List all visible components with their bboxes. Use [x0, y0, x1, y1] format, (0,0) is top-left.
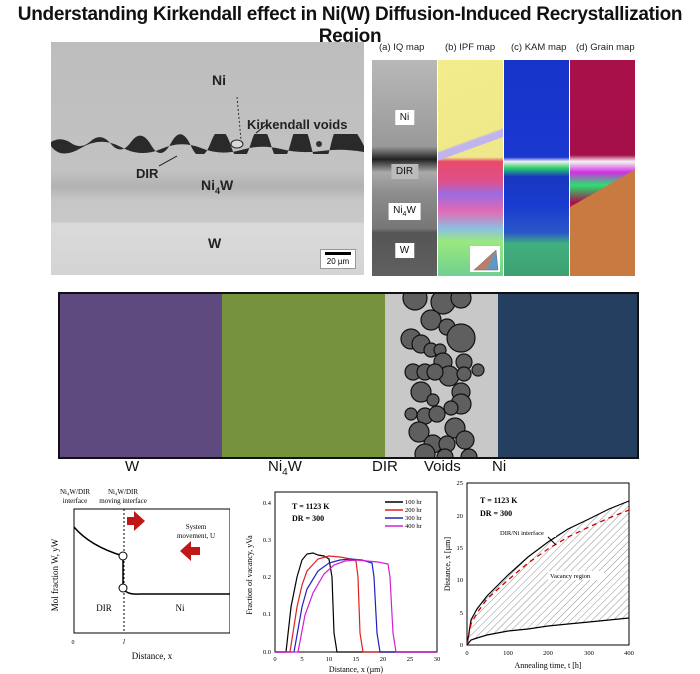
- svg-text:0.2: 0.2: [263, 574, 271, 581]
- iq-label-w: W: [394, 243, 415, 258]
- svg-text:System: System: [186, 523, 207, 531]
- kam-map-heading: (c) KAM map: [511, 42, 567, 53]
- svg-text:400 hr: 400 hr: [405, 523, 423, 530]
- y-axis-label: Distance, x [µm]: [443, 537, 452, 591]
- svg-text:25: 25: [407, 656, 414, 663]
- svg-text:0.4: 0.4: [263, 500, 272, 507]
- x-axis-label: Distance, x (µm): [329, 665, 383, 674]
- svg-text:10: 10: [457, 577, 464, 584]
- plot-frame: [73, 508, 230, 634]
- svg-text:Ni: Ni: [176, 603, 185, 613]
- sem-label-ni4w: Ni4W: [201, 177, 234, 196]
- sem-label-dir: DIR: [136, 166, 159, 181]
- void-band: [51, 134, 364, 154]
- label-system-movement: movement, U: [177, 532, 215, 540]
- sem-micrograph: Ni Kirkendall voids DIR Ni4W W 20 µm: [51, 42, 364, 275]
- svg-text:300 hr: 300 hr: [405, 515, 423, 522]
- label-fixed-interface: Ni₄W/DIR: [60, 488, 90, 496]
- svg-text:DIR: DIR: [96, 603, 112, 613]
- ipf-map-heading: (b) IPF map: [445, 42, 496, 53]
- x-axis-label: Distance, x: [132, 651, 173, 661]
- zone-w: [60, 294, 222, 457]
- svg-text:200: 200: [543, 650, 553, 657]
- temperature-annotation: T = 1123 K: [480, 496, 518, 505]
- svg-text:20: 20: [457, 513, 464, 520]
- svg-text:moving interface: moving interface: [99, 497, 147, 505]
- dr-annotation: DR = 300: [292, 514, 324, 523]
- svg-text:0: 0: [465, 650, 468, 657]
- svg-text:l: l: [123, 638, 125, 646]
- y-axis-label: Mol fraction W, yW: [50, 538, 60, 611]
- svg-text:100 hr: 100 hr: [405, 499, 423, 506]
- iq-label-dir: DIR: [390, 164, 419, 179]
- svg-text:0.1: 0.1: [263, 611, 271, 618]
- svg-text:300: 300: [584, 650, 594, 657]
- iq-label-ni: Ni: [394, 110, 415, 125]
- ebsd-maps: (a) IQ map (b) IPF map (c) KAM map (d) G…: [372, 42, 640, 276]
- legend: 100 hr 200 hr 300 hr 400 hr: [385, 499, 423, 530]
- temperature-annotation: T = 1123 K: [292, 502, 330, 511]
- sem-label-voids: Kirkendall voids: [247, 117, 348, 132]
- svg-text:interface: interface: [63, 497, 87, 505]
- grain-map-heading: (d) Grain map: [576, 42, 635, 53]
- zone-ni4w: [222, 294, 385, 457]
- svg-text:0: 0: [460, 642, 463, 649]
- svg-text:15: 15: [353, 656, 360, 663]
- svg-text:0: 0: [72, 640, 75, 646]
- sem-label-ni: Ni: [212, 72, 226, 88]
- iq-map-heading: (a) IQ map: [379, 42, 425, 53]
- zone-ni: [498, 294, 637, 457]
- svg-text:15: 15: [457, 545, 464, 552]
- voids-cluster: [400, 294, 485, 457]
- ipf-map: [438, 60, 503, 276]
- kam-map: [504, 60, 569, 276]
- svg-text:5: 5: [300, 656, 303, 663]
- ipf-color-legend: [470, 246, 500, 272]
- mol-fraction-plot: Ni₄W/DIR interface Ni₄W/DIR moving inter…: [50, 488, 230, 661]
- svg-text:10: 10: [326, 656, 333, 663]
- svg-text:20: 20: [380, 656, 387, 663]
- svg-text:25: 25: [457, 480, 464, 487]
- figure-title: Understanding Kirkendall effect in Ni(W)…: [17, 4, 683, 47]
- zone-label-voids: Voids: [424, 458, 461, 475]
- zone-label-w: W: [125, 458, 140, 475]
- label-vacancy-region: Vacancy region: [550, 573, 591, 580]
- vacancy-curves: [275, 552, 437, 653]
- zone-label-dir: DIR: [372, 458, 398, 475]
- vacancy-region-plot: 0 5 10 15 20 25 0 100 200 300 400 Annealing time,…: [443, 480, 634, 670]
- zone-label-ni4w: Ni4W: [268, 458, 302, 478]
- svg-text:0.0: 0.0: [263, 649, 271, 656]
- x-axis-label: Annealing time, t [h]: [514, 661, 581, 670]
- grain-map: [570, 60, 635, 276]
- svg-text:400: 400: [624, 650, 634, 657]
- svg-text:100: 100: [503, 650, 513, 657]
- label-dir-ni-interface: DIR/Ni interface: [500, 530, 544, 537]
- y-axis-label: Fraction of vacancy, yVa: [245, 535, 254, 615]
- dr-annotation: DR = 300: [480, 509, 512, 518]
- dir-ni-interface-line: [466, 509, 630, 646]
- layer-schematic: [58, 292, 639, 459]
- iq-map: Ni DIR Ni4W W: [372, 60, 437, 276]
- arrow-right-icon: [127, 511, 145, 531]
- label-moving-interface: Ni₄W/DIR: [108, 488, 138, 496]
- scale-bar: 20 µm: [320, 249, 356, 269]
- annotation-lines: [158, 96, 267, 167]
- svg-text:200 hr: 200 hr: [405, 507, 423, 514]
- svg-text:0: 0: [273, 656, 276, 663]
- svg-text:30: 30: [434, 656, 441, 663]
- svg-text:5: 5: [460, 610, 463, 617]
- svg-text:0.3: 0.3: [263, 537, 271, 544]
- arrow-left-icon: [180, 541, 200, 561]
- zone-label-ni: Ni: [492, 458, 507, 475]
- vacancy-fraction-plot: 0.0 0.1 0.2 0.3 0.4 0 5 10 15 20 25 30 Distance, x…: [245, 491, 441, 674]
- iq-label-ni4w: Ni4W: [388, 203, 421, 220]
- sem-label-w: W: [208, 235, 222, 251]
